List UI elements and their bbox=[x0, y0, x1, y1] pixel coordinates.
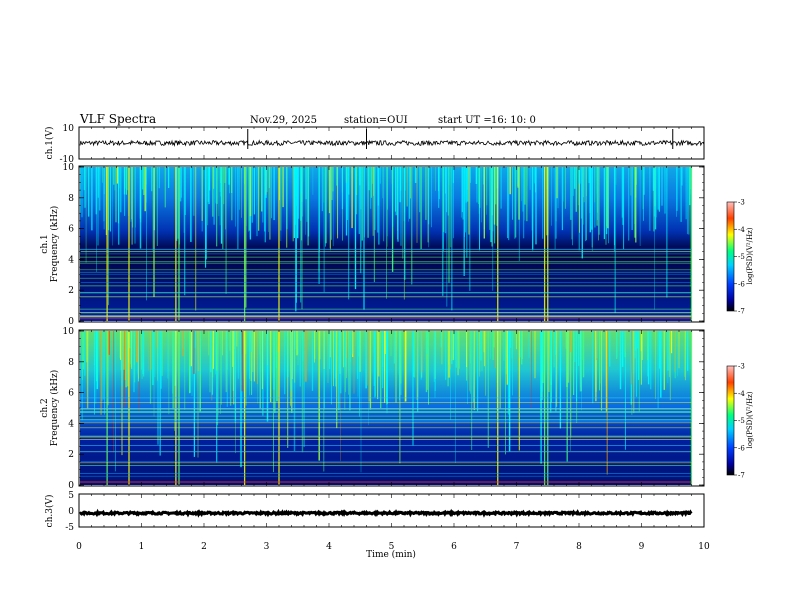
ch1-colorbar bbox=[726, 201, 735, 312]
ch3-waveform-ylabel: ch.3(V) bbox=[44, 495, 55, 528]
ch1-spectrogram-ticks bbox=[78, 166, 705, 322]
ch1-colorbar-ticks: -3 -4 -5 -6 -7 bbox=[734, 199, 745, 316]
colorbar-tick-label: -4 bbox=[738, 390, 745, 398]
colorbar-tick-label: -5 bbox=[738, 253, 745, 261]
ch3-waveform-trace bbox=[79, 508, 693, 518]
y-tick-label: 4 bbox=[68, 255, 74, 265]
y-tick-label: 6 bbox=[68, 225, 74, 235]
ch1-waveform-ylabel: ch.1(V) bbox=[44, 127, 55, 160]
y-tick-label: 0 bbox=[68, 481, 74, 491]
y-tick-label: 2 bbox=[68, 286, 74, 296]
colorbar-tick-label: -7 bbox=[738, 308, 745, 316]
y-tick-label: 6 bbox=[68, 389, 74, 399]
x-tick-label: 6 bbox=[451, 542, 457, 552]
y-tick-label: 0 bbox=[68, 317, 74, 327]
y-tick-label: 2 bbox=[68, 450, 74, 460]
ch1-colorbar-label: log(PSD)(V²/Hz) bbox=[746, 227, 754, 284]
ch2-colorbar bbox=[726, 365, 735, 476]
colorbar-tick-label: -3 bbox=[738, 199, 745, 207]
y-tick-label: 10 bbox=[63, 327, 75, 337]
ch3-ytick-middle: 0 bbox=[68, 507, 74, 517]
colorbar-tick-label: -6 bbox=[738, 280, 745, 288]
waveform-line bbox=[79, 508, 693, 518]
x-axis-label: Time (min) bbox=[366, 549, 416, 560]
colorbar-tick-label: -3 bbox=[738, 363, 745, 371]
x-tick-label: 7 bbox=[514, 542, 520, 552]
colorbar-tick-label: -6 bbox=[738, 444, 745, 452]
station-label: station=OUI bbox=[344, 115, 408, 126]
ch3-waveform-panel: 5 0 -5 ch.3(V) bbox=[44, 491, 705, 533]
colorbar-tick-label: -7 bbox=[738, 472, 745, 480]
y-tick-label: 10 bbox=[63, 163, 75, 173]
ch1-spectrogram-ylabel-top: ch.1 bbox=[40, 234, 50, 253]
colorbar-tick-label: -4 bbox=[738, 226, 745, 234]
x-tick-label: 0 bbox=[76, 542, 82, 552]
ch1-waveform-ticks bbox=[78, 127, 705, 159]
x-tick-label: 8 bbox=[576, 542, 582, 552]
ch1-spectrogram-yticks: 0 2 4 6 8 10 bbox=[63, 163, 704, 327]
ch2-spectrogram-ylabel-top: ch.2 bbox=[40, 398, 50, 417]
ch1-spectrogram-ylabel-bottom: Frequency (kHz) bbox=[49, 206, 60, 283]
ch1-spectrogram-features bbox=[79, 167, 693, 321]
ch1-spectrogram-image bbox=[80, 167, 692, 321]
ch1-waveform-frame bbox=[78, 126, 705, 160]
ch2-spectrogram-features bbox=[80, 331, 693, 485]
start-ut-value: 16: 10: 0 bbox=[491, 115, 536, 126]
ch2-spectrogram-ylabel-bottom: Frequency (kHz) bbox=[49, 370, 60, 447]
ch2-colorbar-label: log(PSD)(V²/Hz) bbox=[746, 391, 754, 448]
x-tick-label: 3 bbox=[264, 542, 270, 552]
ch3-ytick-top: 5 bbox=[68, 491, 74, 501]
colorbar-tick-label: -5 bbox=[738, 417, 745, 425]
y-tick-label: 8 bbox=[68, 358, 74, 368]
ch3-waveform-frame bbox=[78, 493, 705, 528]
ch1-waveform-panel: 10 -10 ch.1(V) bbox=[44, 124, 705, 165]
ch2-colorbar-ticks: -3 -4 -5 -6 -7 bbox=[734, 363, 745, 480]
ch2-spectrogram-yticks: 0 2 4 6 8 10 bbox=[63, 327, 704, 491]
x-axis-tick-labels: 0 1 2 3 4 5 6 7 8 9 10 bbox=[76, 542, 710, 552]
waveform-line bbox=[79, 139, 705, 147]
ch3-ytick-bottom: -5 bbox=[65, 523, 74, 533]
x-tick-label: 10 bbox=[698, 542, 710, 552]
ch2-spectrogram-ticks bbox=[78, 330, 705, 486]
y-tick-label: 4 bbox=[68, 419, 74, 429]
ch1-ytick-top: 10 bbox=[63, 124, 75, 134]
x-tick-label: 9 bbox=[639, 542, 645, 552]
x-tick-label: 2 bbox=[201, 542, 207, 552]
figure-title: VLF Spectra bbox=[79, 112, 156, 126]
ch1-waveform-trace bbox=[79, 129, 705, 149]
x-tick-label: 1 bbox=[139, 542, 145, 552]
x-tick-label: 5 bbox=[389, 542, 395, 552]
x-tick-label: 4 bbox=[326, 542, 332, 552]
y-tick-label: 8 bbox=[68, 194, 74, 204]
date-label: Nov.29, 2025 bbox=[250, 115, 317, 126]
ch3-waveform-ticks bbox=[78, 494, 705, 527]
ch1-ytick-bottom: -10 bbox=[60, 155, 75, 165]
start-ut-label: start UT = bbox=[438, 115, 492, 126]
